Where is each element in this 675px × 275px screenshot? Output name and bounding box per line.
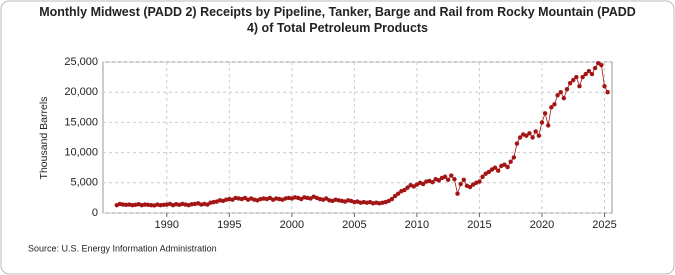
data-point [574,74,579,80]
data-point [583,71,588,77]
data-point [530,135,535,140]
plot-area [102,61,613,214]
data-point [561,96,567,101]
data-point [599,62,604,68]
chart-title: Monthly Midwest (PADD 2) Receipts by Pip… [39,5,636,35]
x-tick-label: 2025 [592,219,616,231]
data-point [458,181,463,187]
y-tick-label: 0 [92,207,98,219]
data-point [589,71,595,77]
data-point [436,178,441,183]
data-point [536,133,542,138]
data-point [508,159,513,164]
x-tick-label: 2000 [280,219,304,231]
data-point [539,120,545,125]
data-point [571,77,576,83]
data-point [514,141,520,146]
data-point [395,191,401,196]
data-point [452,176,457,182]
x-tick-label: 2020 [530,219,554,231]
data-point [542,111,548,116]
data-point [580,74,585,80]
data-point [389,196,395,202]
data-point [527,131,532,136]
x-tick-label: 2015 [467,219,491,231]
y-tick-label: 25,000 [64,56,98,68]
x-tick-label: 2005 [342,219,366,231]
y-tick-label: 10,000 [64,147,98,159]
data-point [592,65,598,71]
x-tick-label: 1990 [155,219,179,231]
title-box: Monthly Midwest (PADD 2) Receipts by Pip… [0,4,675,36]
source: Source: U.S. Energy Information Administ… [28,243,217,253]
data-point [477,179,482,184]
data-point [524,133,529,138]
data-point [546,123,551,128]
data-point [502,162,507,167]
data-point [558,90,563,95]
data-point [480,174,485,179]
data-point [402,187,407,193]
data-point [605,90,610,95]
data-point [449,173,454,178]
y-axis-label: Thousand Barrels [38,97,50,180]
data-point [486,169,492,175]
data-point [492,165,498,170]
data-point [467,184,473,190]
data-point [392,193,398,199]
data-point [577,83,582,89]
data-point [564,86,570,92]
data-point [586,68,592,74]
y-tick-label: 20,000 [64,86,98,98]
data-point [442,174,448,179]
data-point [405,185,410,190]
y-tick-label: 5,000 [70,177,98,189]
data-point [555,93,560,98]
data-point [495,168,501,173]
data-point [455,191,460,196]
x-tick-label: 1995 [217,219,241,231]
x-tick-label: 2010 [405,219,429,231]
y-tick-label: 15,000 [64,116,98,128]
data-point [552,102,557,107]
data-point [420,181,426,187]
data-point [517,135,523,140]
data-point [602,83,607,89]
data-point [461,177,467,182]
data-point [533,129,538,134]
data-point [445,177,451,182]
data-point [567,80,573,86]
data-point [505,164,510,170]
data-point [430,179,435,185]
data-point [511,155,517,160]
data-point [549,105,554,110]
